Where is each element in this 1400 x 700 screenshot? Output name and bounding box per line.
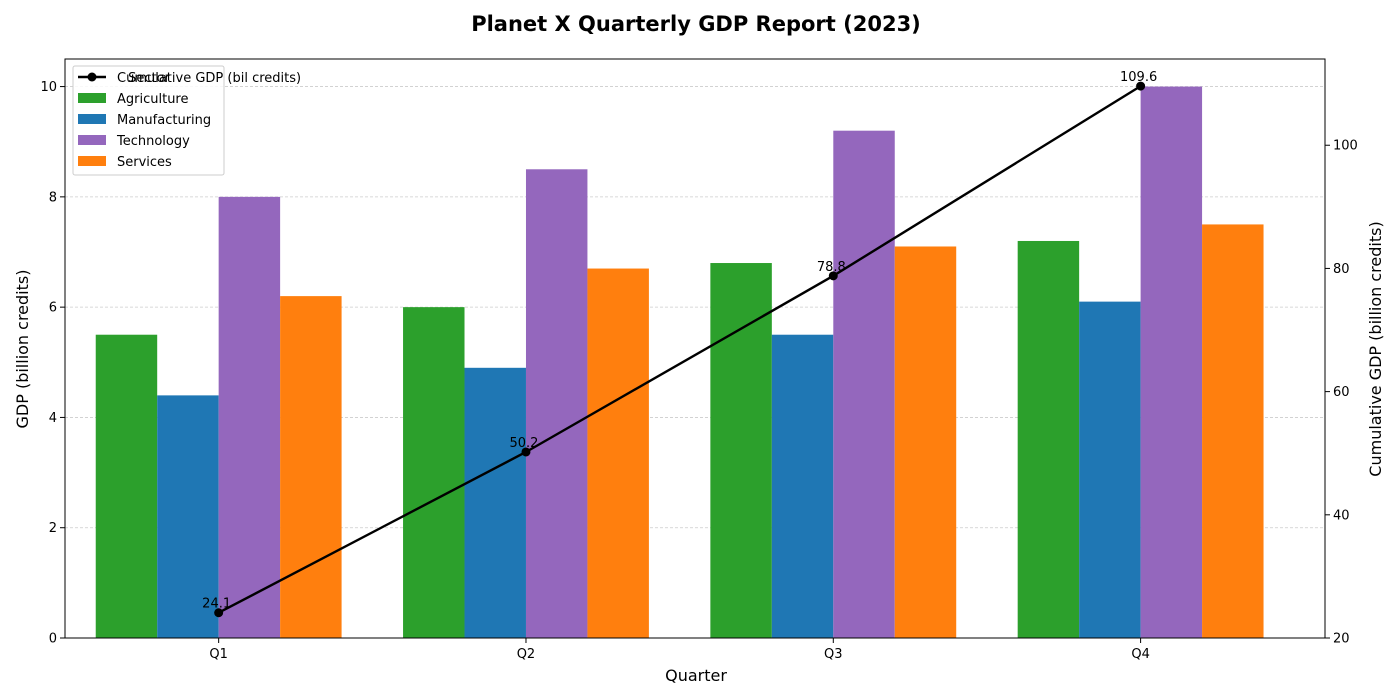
data-label: 109.6 <box>1120 70 1157 85</box>
legend-swatch <box>78 114 106 124</box>
cumulative-line-path <box>218 85 1142 614</box>
data-label: 78.8 <box>817 260 846 275</box>
legend-line-marker <box>87 72 97 82</box>
bar-technology <box>525 169 588 639</box>
legend-label: Cumulative GDP (bil credits) <box>117 71 301 86</box>
y-tick-label: 8 <box>49 190 57 205</box>
cumulative-point <box>521 447 531 457</box>
legend-swatch <box>78 93 106 103</box>
y2-tick-label: 20 <box>1333 632 1350 647</box>
y-tick-label: 6 <box>49 301 57 316</box>
bar-services <box>587 268 649 638</box>
bar-manufacturing <box>1079 301 1141 638</box>
bar-technology <box>1140 86 1203 639</box>
legend-label: Technology <box>116 134 190 149</box>
axes: 0 2 4 6 8 10 20 40 60 80 100 Q1 Q2 Q3 Q4 <box>40 58 1358 662</box>
y-tick-label: 10 <box>40 80 57 95</box>
bar-agriculture <box>403 307 465 638</box>
bar-manufacturing <box>771 334 834 638</box>
y-tick-label: 2 <box>49 521 57 536</box>
data-label: 50.2 <box>509 436 538 451</box>
cumulative-point <box>214 608 224 618</box>
x-tick-label: Q2 <box>517 647 536 662</box>
plot-frame <box>64 58 1326 639</box>
y-tick-label: 0 <box>49 632 57 647</box>
legend-label: Manufacturing <box>117 113 211 128</box>
y2-tick-label: 80 <box>1333 262 1350 277</box>
legend-box <box>72 65 225 176</box>
y2-tick-label: 40 <box>1333 508 1350 523</box>
cumulative-point <box>828 271 838 281</box>
y2-tick-label: 60 <box>1333 385 1350 400</box>
bar-manufacturing <box>464 367 526 638</box>
y-axis-label: GDP (billion credits) <box>13 270 32 429</box>
x-tick-label: Q3 <box>824 647 843 662</box>
legend-title: Sector <box>128 71 170 86</box>
x-tick-label: Q1 <box>209 647 228 662</box>
chart-title: Planet X Quarterly GDP Report (2023) <box>471 12 921 36</box>
data-label: 24.1 <box>202 597 231 612</box>
bar-services <box>894 246 957 638</box>
bar-agriculture <box>1017 240 1080 638</box>
bar-technology <box>833 130 895 638</box>
bar-technology <box>218 196 281 638</box>
x-axis-label: Quarter <box>665 666 727 685</box>
bars <box>95 86 1264 639</box>
bar-agriculture <box>95 334 158 638</box>
y-tick-label: 4 <box>49 411 57 426</box>
legend-swatch <box>78 156 106 166</box>
bar-services <box>1202 224 1264 638</box>
legend-label: Services <box>117 155 172 170</box>
y2-axis-label: Cumulative GDP (billion credits) <box>1366 221 1385 476</box>
legend-swatch <box>78 135 106 145</box>
bar-services <box>280 296 342 638</box>
x-tick-label: Q4 <box>1131 647 1150 662</box>
y2-tick-label: 100 <box>1333 139 1358 154</box>
cumulative-line: 24.1 50.2 78.8 109.6 <box>202 70 1157 618</box>
legend-label: Agriculture <box>117 92 189 107</box>
bar-agriculture <box>710 263 772 638</box>
legend: Sector Cumulative GDP (bil credits) Agric… <box>72 65 301 176</box>
cumulative-point <box>1136 81 1146 91</box>
bar-manufacturing <box>157 395 219 638</box>
